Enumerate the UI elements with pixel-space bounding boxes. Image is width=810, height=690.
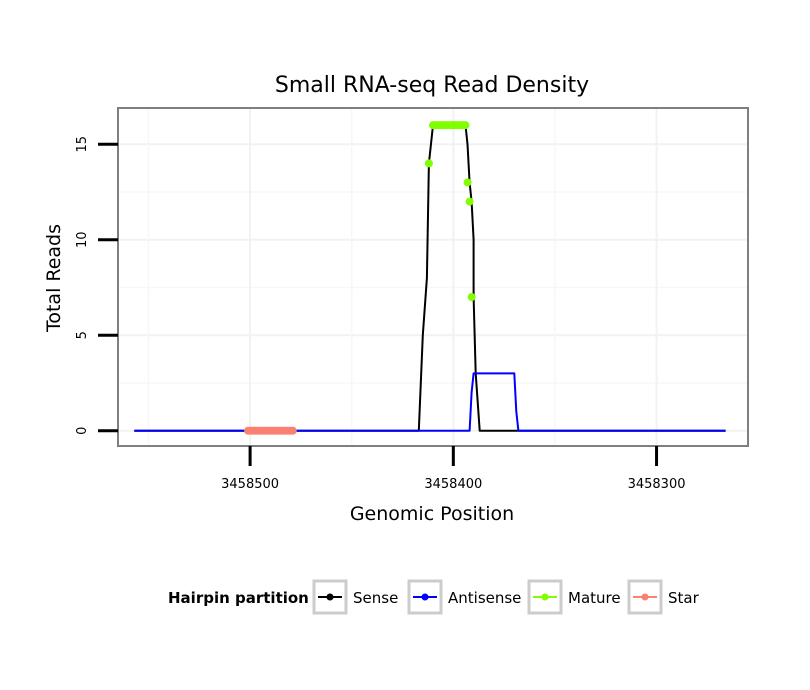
data-point-star	[288, 426, 297, 435]
x-tick-label: 3458400	[424, 477, 482, 492]
y-tick-label: 0	[75, 427, 90, 435]
data-point-mature	[461, 121, 470, 130]
y-tick-label: 15	[75, 136, 90, 153]
legend-key-point-mature	[541, 593, 549, 601]
data-point-mature	[465, 197, 474, 206]
plot-panel	[118, 108, 748, 446]
legend-label-mature: Mature	[568, 589, 621, 607]
legend-label-antisense: Antisense	[448, 589, 521, 607]
data-point-mature	[424, 159, 433, 168]
axes: 0 5 10 15 3458500 3458400 3458300	[75, 107, 749, 492]
y-axis-title: Total Reads	[43, 224, 65, 333]
legend-key-point-antisense	[421, 593, 429, 601]
x-tick-label: 3458300	[628, 477, 686, 492]
series-points	[244, 121, 476, 435]
grid-lines	[118, 108, 748, 446]
y-tick-label: 5	[75, 331, 90, 339]
legend-key-point-sense	[326, 593, 334, 601]
legend: Hairpin partition Sense Antisense Mature St…	[168, 579, 700, 615]
legend-label-star: Star	[668, 589, 700, 607]
panel-background	[118, 108, 748, 446]
data-point-mature	[463, 178, 472, 187]
legend-label-sense: Sense	[353, 589, 398, 607]
panel-border	[117, 107, 749, 447]
x-tick-label: 3458500	[221, 477, 279, 492]
y-tick-label: 10	[75, 231, 90, 248]
legend-key-point-star	[641, 593, 649, 601]
data-point-mature	[467, 293, 476, 302]
legend-title: Hairpin partition	[168, 589, 309, 607]
series-line-antisense	[134, 372, 726, 432]
x-axis-title: Genomic Position	[350, 503, 514, 525]
chart-title: Small RNA-seq Read Density	[275, 73, 589, 98]
